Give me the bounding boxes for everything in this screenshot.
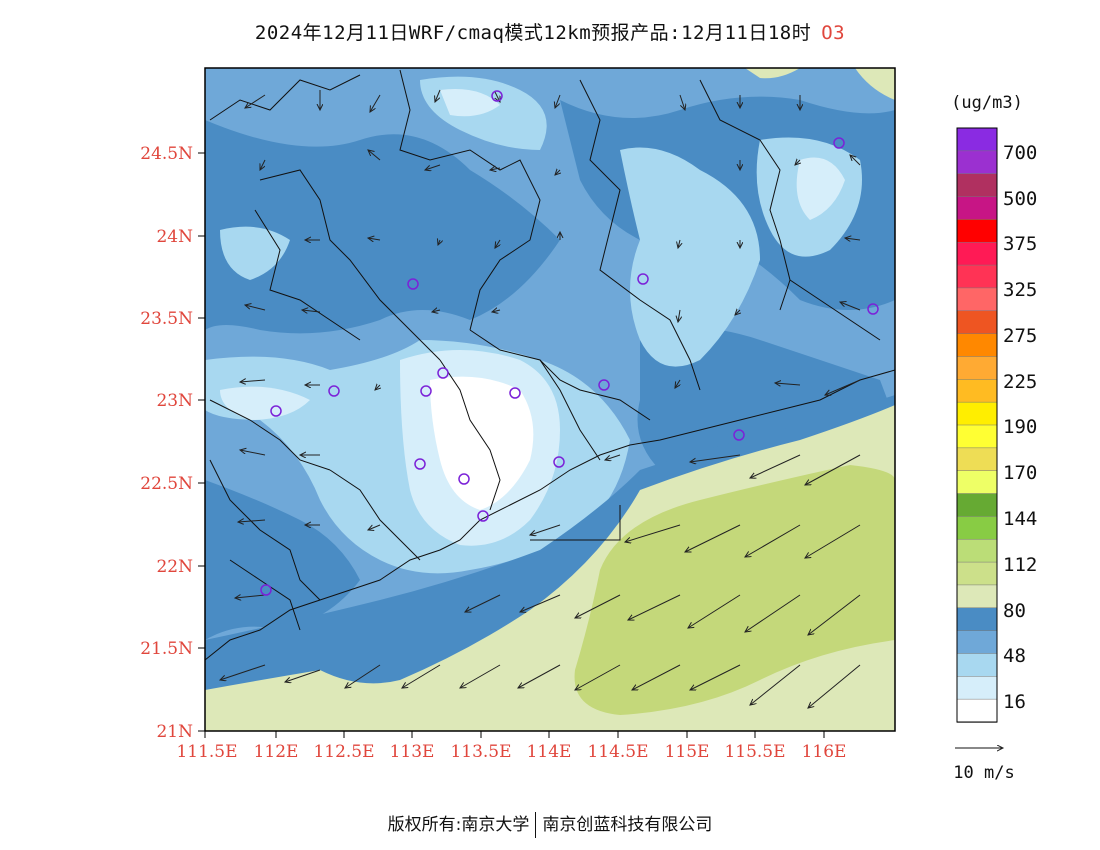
legend-color-band [956,470,998,495]
legend-label: 190 [1003,416,1037,438]
title-text: 2024年12月11日WRF/cmaq模式12km预报产品:12月11日18时 [254,22,812,44]
lat-label: 21N [156,722,193,742]
lon-label: 116E [802,742,847,762]
lon-label: 114.5E [587,742,648,762]
lat-label: 21.5N [140,639,193,659]
lat-label: 22.5N [140,474,193,494]
lat-label: 23N [156,391,193,411]
monitoring-stations [260,90,879,596]
lon-label: 112.5E [313,742,374,762]
legend-label: 80 [1003,600,1026,622]
legend-label: 48 [1003,645,1026,667]
copyright-footer: 版权所有:南京大学 南京创蓝科技有限公司 [0,810,1100,838]
legend-label: 112 [1003,554,1037,576]
lat-label: 24.5N [140,144,193,164]
legend-color-band [956,493,998,518]
legend-color-band [956,379,998,403]
legend-color-band [956,447,998,472]
legend-color-band [956,607,998,632]
latitude-labels: 24.5N 24N 23.5N 23N 22.5N 22N 21.5N 21N [140,144,193,742]
legend-label: 144 [1003,508,1037,530]
legend-color-band [956,287,998,312]
legend-color-band [956,676,998,700]
map-title: 2024年12月11日WRF/cmaq模式12km预报产品:12月11日18时 O… [0,18,1100,45]
legend-label: 500 [1003,188,1037,210]
legend-label: 225 [1003,371,1037,393]
lon-label: 113E [390,742,435,762]
legend-label: 375 [1003,233,1037,255]
legend-frame [956,127,998,723]
legend-color-band [956,653,998,678]
legend-color-band [956,538,998,563]
legend-color-band [956,241,998,266]
lat-label: 23.5N [140,309,193,329]
lon-label: 114E [527,742,572,762]
wind-scale-label: 10 m/s [953,763,1014,783]
legend-label: 275 [1003,325,1037,347]
color-legend [956,127,998,723]
legend-color-band [956,630,998,655]
legend-color-band [956,356,998,381]
species-label: O3 [821,22,846,44]
legend-color-band [956,584,998,609]
lon-label: 111.5E [176,742,237,762]
legend-color-band [956,196,998,221]
lon-label: 113.5E [450,742,511,762]
axis-ticks [198,152,825,738]
legend-color-band [956,310,998,335]
legend-color-band [956,264,998,289]
lat-label: 22N [156,557,193,577]
legend-label: 700 [1003,142,1037,164]
legend-color-band [956,561,998,586]
legend-labels: 700 500 375 325 275 225 190 170 144 112 … [1003,142,1037,713]
lon-label: 115E [665,742,710,762]
legend-color-band [956,150,998,175]
lat-label: 24N [156,227,193,247]
longitude-labels: 111.5E 112E 112.5E 113E 113.5E 114E 114.… [176,742,846,762]
copyright-right: 南京创蓝科技有限公司 [542,815,713,835]
legend-label: 325 [1003,279,1037,301]
lon-label: 112E [254,742,299,762]
footer-separator [535,812,537,838]
legend-label: 170 [1003,462,1037,484]
legend-color-band [956,401,998,426]
legend-color-band [956,127,998,152]
legend-color-band [956,516,998,540]
legend-color-band [956,698,998,723]
copyright-left: 版权所有:南京大学 [387,815,530,835]
legend-color-band [956,333,998,358]
wind-vectors [220,89,861,708]
unit-label: (ug/m3) [951,93,1023,113]
admin-boundaries [205,69,895,661]
legend-color-band [956,173,998,198]
o3-concentration-field [205,68,895,731]
legend-label: 16 [1003,691,1026,713]
legend-color-band [956,424,998,449]
lon-label: 115.5E [724,742,785,762]
legend-color-band [956,219,998,243]
